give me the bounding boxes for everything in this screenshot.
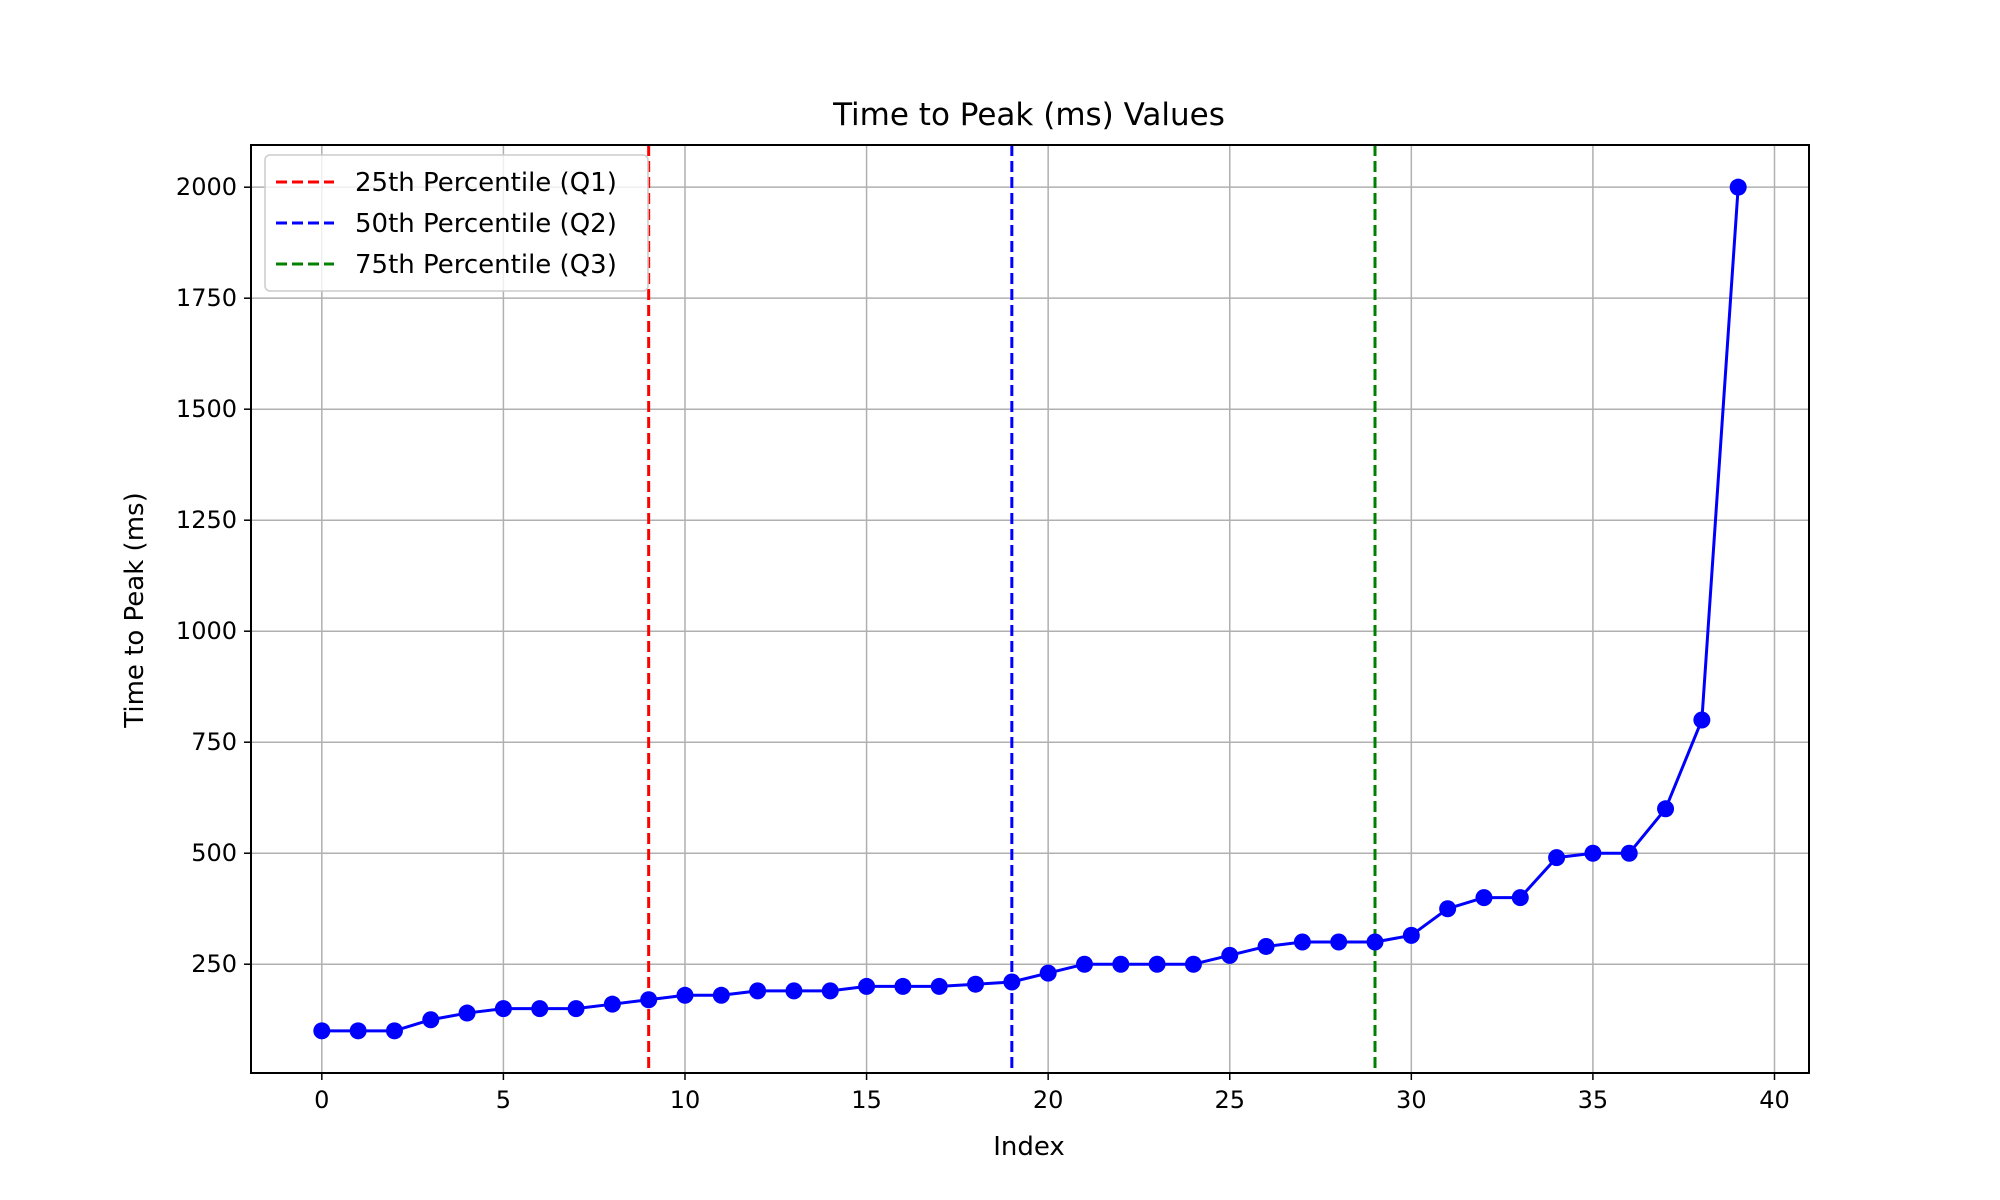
legend-label-q2: 50th Percentile (Q2) [355,209,617,239]
y-tick-label: 1750 [176,284,237,312]
y-tick-label: 1250 [176,506,237,534]
data-point [1511,889,1529,907]
data-point [313,1022,331,1040]
data-point [567,1000,585,1018]
data-point [1402,926,1420,944]
data-point [1620,844,1638,862]
data-point [712,986,730,1004]
data-point [531,1000,549,1018]
data-point [1184,955,1202,973]
legend-label-q1: 25th Percentile (Q1) [355,168,617,198]
data-point [1075,955,1093,973]
data-point [603,995,621,1013]
data-point [349,1022,367,1040]
data-point [1729,178,1747,196]
y-tick-label: 500 [191,839,237,867]
data-point [1112,955,1130,973]
x-tick-label: 5 [496,1086,511,1114]
data-point [930,977,948,995]
chart-title: Time to Peak (ms) Values [832,97,1225,133]
x-tick-label: 15 [851,1086,882,1114]
legend: 25th Percentile (Q1) 50th Percentile (Q2… [264,154,649,292]
x-axis-ticks: 0 5 10 15 20 25 30 35 40 [314,1073,1790,1114]
data-point [1439,900,1457,918]
x-tick-label: 10 [670,1086,701,1114]
data-point [1330,933,1348,951]
data-point [1584,844,1602,862]
data-point [458,1004,476,1022]
data-point [494,1000,512,1018]
y-tick-label: 750 [191,728,237,756]
legend-label-q3: 75th Percentile (Q3) [355,250,617,280]
x-tick-label: 25 [1214,1086,1245,1114]
data-point [1257,937,1275,955]
data-point [1003,973,1021,991]
data-point [1148,955,1166,973]
legend-box [264,154,649,292]
y-tick-label: 2000 [176,173,237,201]
data-point [749,982,767,1000]
data-point [1657,800,1675,818]
data-point [858,977,876,995]
data-point [640,991,658,1009]
plot-frame [250,144,1810,1074]
y-tick-label: 1500 [176,395,237,423]
y-axis-label: Time to Peak (ms) [120,492,150,728]
data-point [385,1022,403,1040]
y-tick-label: 250 [191,950,237,978]
grid [251,145,1809,1073]
x-tick-label: 35 [1578,1086,1609,1114]
data-point [1221,946,1239,964]
data-point [785,982,803,1000]
x-tick-label: 30 [1396,1086,1427,1114]
y-tick-label: 1000 [176,617,237,645]
data-point [1366,933,1384,951]
data-point [821,982,839,1000]
x-axis-label: Index [993,1132,1065,1162]
x-tick-label: 0 [314,1086,329,1114]
percentile-lines [647,145,1377,1073]
data-point [676,986,694,1004]
data-point [1293,933,1311,951]
data-point [1548,849,1566,867]
data-point [967,975,985,993]
data-point [1475,889,1493,907]
data-series [313,178,1747,1040]
x-tick-label: 20 [1033,1086,1064,1114]
series-line [321,187,1740,1033]
data-point [1693,711,1711,729]
data-point [422,1011,440,1029]
x-tick-label: 40 [1759,1086,1790,1114]
data-point [1039,964,1057,982]
y-axis-ticks: 250 500 750 1000 1250 1500 1750 2000 [176,173,251,978]
data-point [894,977,912,995]
